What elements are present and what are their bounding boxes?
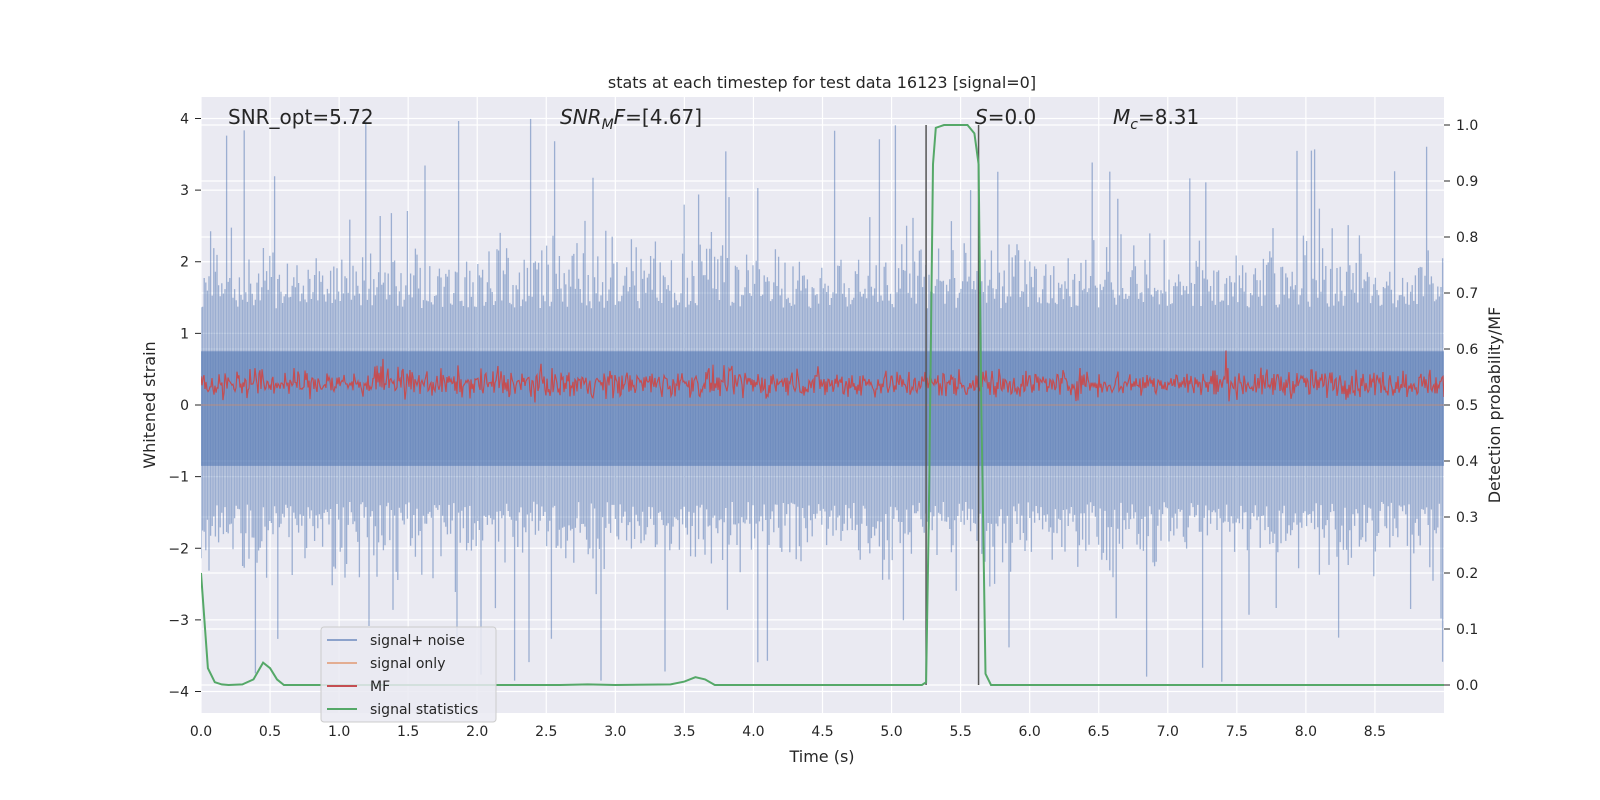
x-axis-ticks: 0.0 0.5 1.0 1.5 2.0 2.5 3.0 3.5 4.0 4.5 5.0 5.5 6.0 6… — [190, 724, 1386, 740]
annotation-s: S=0.0 — [975, 105, 1036, 129]
y-axis-label: Whitened strain — [140, 341, 159, 468]
x-tick-label: 5.5 — [949, 724, 971, 740]
legend-label-signal-only: signal only — [370, 656, 445, 672]
y-tick-label: −4 — [168, 685, 189, 701]
y2-tick-label: 0.1 — [1456, 622, 1478, 638]
y2-tick-label: 0.9 — [1456, 174, 1478, 190]
y-tick-label: 2 — [180, 255, 189, 271]
series-signal-statistics — [201, 124, 1444, 687]
x-tick-label: 4.0 — [742, 724, 764, 740]
y2-tick-label: 1.0 — [1456, 118, 1478, 134]
x-tick-label: 8.0 — [1295, 724, 1317, 740]
x-tick-label: 0.0 — [190, 724, 212, 740]
y-tick-label: −1 — [168, 470, 189, 486]
x-axis-label: Time (s) — [788, 747, 854, 766]
y2-tick-label: 0.6 — [1456, 342, 1478, 358]
y2-tick-label: 0.5 — [1456, 398, 1478, 414]
x-tick-label: 5.0 — [880, 724, 902, 740]
x-tick-label: 7.0 — [1157, 724, 1179, 740]
x-tick-label: 3.0 — [604, 724, 626, 740]
chart-title: stats at each timestep for test data 161… — [608, 73, 1036, 92]
y2-tick-label: 0.4 — [1456, 454, 1478, 470]
y2-tick-label: 0.7 — [1456, 286, 1478, 302]
noise-lower-spikes — [201, 405, 1444, 682]
signal-statistics-line — [201, 124, 1444, 687]
y2-tick-label: 0.8 — [1456, 230, 1478, 246]
annotation-snr-mf: SNRMF=[4.67] — [560, 105, 702, 133]
y-tick-label: 3 — [180, 183, 189, 199]
x-tick-label: 4.5 — [811, 724, 833, 740]
y2-axis-ticks: 1.0 0.9 0.8 0.7 0.6 0.5 0.4 0.3 0.2 0.1 0.0 — [1444, 118, 1478, 694]
series-mf — [201, 350, 1444, 406]
x-tick-label: 0.5 — [259, 724, 281, 740]
noise-upper-spikes — [201, 118, 1444, 405]
legend: signal+ noise signal only MF signal stat… — [320, 626, 497, 723]
x-tick-label: 8.5 — [1364, 724, 1386, 740]
annotation-snr-opt: SNR_opt=5.72 — [228, 105, 374, 129]
x-tick-label: 1.5 — [397, 724, 419, 740]
y-tick-label: 0 — [180, 398, 189, 414]
y2-tick-label: 0.3 — [1456, 510, 1478, 526]
y-tick-label: −2 — [168, 541, 189, 557]
mf-line — [201, 350, 1444, 403]
x-tick-label: 1.0 — [328, 724, 350, 740]
y2-tick-label: 0.0 — [1456, 678, 1478, 694]
y2-axis-label: Detection probability/MF — [1485, 307, 1504, 504]
x-tick-label: 2.0 — [466, 724, 488, 740]
y-tick-label: 4 — [180, 111, 189, 127]
x-tick-label: 2.5 — [535, 724, 557, 740]
annotation-mc: Mc=8.31 — [1113, 105, 1199, 133]
x-tick-label: 3.5 — [673, 724, 695, 740]
legend-label-signal-statistics: signal statistics — [370, 702, 478, 718]
x-tick-label: 6.0 — [1019, 724, 1041, 740]
legend-label-mf: MF — [370, 679, 390, 695]
y-axis-ticks: 4 3 2 1 0 −1 −2 −3 −4 — [168, 111, 201, 701]
x-tick-label: 7.5 — [1226, 724, 1248, 740]
legend-box — [320, 626, 497, 723]
series-signal-noise — [201, 118, 1444, 682]
x-tick-label: 6.5 — [1088, 724, 1110, 740]
y2-tick-label: 0.2 — [1456, 566, 1478, 582]
legend-label-signal-noise: signal+ noise — [370, 633, 465, 649]
y-tick-label: −3 — [168, 613, 189, 629]
y-tick-label: 1 — [180, 326, 189, 342]
